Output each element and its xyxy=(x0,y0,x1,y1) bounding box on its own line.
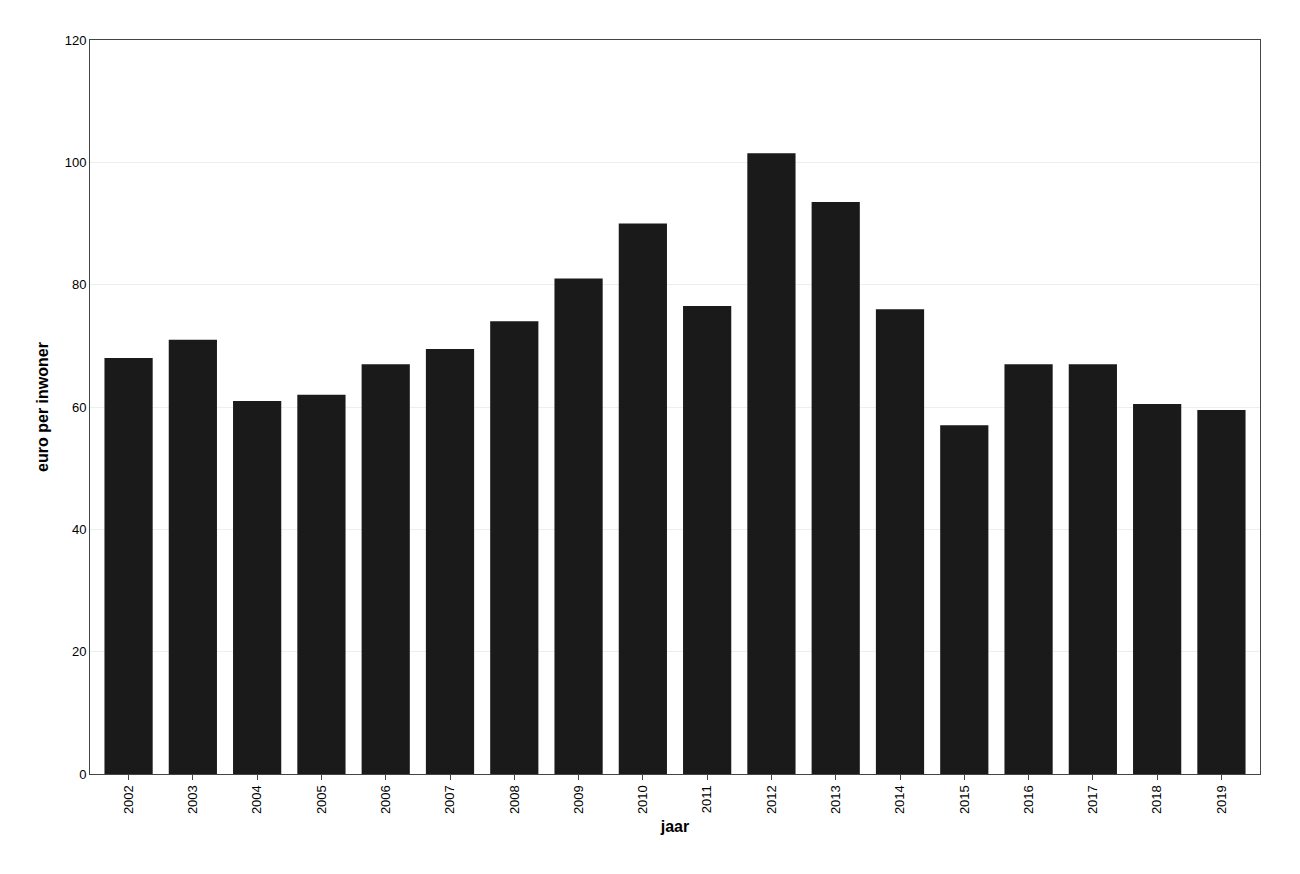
svg-text:2019: 2019 xyxy=(1214,785,1229,814)
svg-text:120: 120 xyxy=(65,33,87,48)
svg-text:2005: 2005 xyxy=(314,785,329,814)
svg-text:2006: 2006 xyxy=(378,785,393,814)
svg-text:2013: 2013 xyxy=(828,785,843,814)
svg-text:2015: 2015 xyxy=(957,785,972,814)
svg-text:2017: 2017 xyxy=(1085,785,1100,814)
svg-text:2003: 2003 xyxy=(185,785,200,814)
svg-text:2018: 2018 xyxy=(1149,785,1164,814)
svg-text:2002: 2002 xyxy=(121,785,136,814)
svg-text:2011: 2011 xyxy=(699,785,714,813)
svg-text:80: 80 xyxy=(72,277,86,292)
svg-text:100: 100 xyxy=(65,155,87,170)
svg-text:2004: 2004 xyxy=(249,785,264,814)
svg-text:2008: 2008 xyxy=(507,785,522,814)
svg-text:0: 0 xyxy=(79,767,86,782)
svg-text:2014: 2014 xyxy=(892,785,907,814)
svg-text:60: 60 xyxy=(72,400,86,415)
svg-text:2012: 2012 xyxy=(764,785,779,814)
svg-text:2009: 2009 xyxy=(571,785,586,814)
svg-text:2010: 2010 xyxy=(635,785,650,814)
svg-text:2007: 2007 xyxy=(442,785,457,814)
svg-text:40: 40 xyxy=(72,522,86,537)
svg-text:2016: 2016 xyxy=(1021,785,1036,814)
svg-text:euro per inwoner: euro per inwoner xyxy=(34,342,51,472)
svg-text:jaar: jaar xyxy=(660,818,689,835)
svg-text:20: 20 xyxy=(72,644,86,659)
